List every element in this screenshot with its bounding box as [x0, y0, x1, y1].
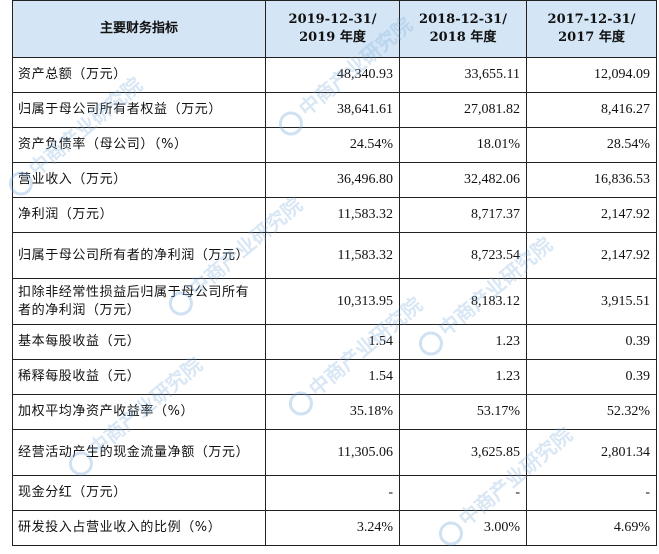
header-2019: 2019-12-31/ 2019 年度 [265, 0, 400, 58]
value-2018: 8,723.54 [399, 232, 527, 279]
value-2018: 3.00% [399, 510, 527, 546]
value-2017: 16,836.53 [526, 162, 657, 198]
value-2019: 24.54% [265, 127, 400, 163]
value-2019: 3.24% [265, 510, 400, 546]
table-row: 研发投入占营业收入的比例（%） 3.24% 3.00% 4.69% [12, 510, 657, 546]
value-2017: 2,147.92 [526, 232, 657, 279]
table-row: 净利润（万元） 11,583.32 8,717.37 2,147.92 [12, 197, 657, 233]
value-2017: 52.32% [526, 394, 657, 430]
value-2019: - [265, 475, 400, 511]
row-label: 经营活动产生的现金流量净额（万元） [12, 429, 266, 476]
value-2019: 11,583.32 [265, 197, 400, 233]
row-label: 净利润（万元） [12, 197, 266, 233]
financial-table-container: 主要财务指标 2019-12-31/ 2019 年度 2018-12-31/ 2… [12, 0, 657, 546]
value-2017: 2,801.34 [526, 429, 657, 476]
value-2019: 48,340.93 [265, 57, 400, 93]
value-2017: 0.39 [526, 324, 657, 360]
header-2018-date: 2018-12-31/ [419, 12, 507, 27]
value-2018: 8,183.12 [399, 278, 527, 325]
value-2019: 1.54 [265, 324, 400, 360]
value-2018: 18.01% [399, 127, 527, 163]
table-row: 营业收入（万元） 36,496.80 32,482.06 16,836.53 [12, 162, 657, 198]
value-2019: 35.18% [265, 394, 400, 430]
table-row: 基本每股收益（元） 1.54 1.23 0.39 [12, 324, 657, 360]
value-2017: 0.39 [526, 359, 657, 395]
row-label: 加权平均净资产收益率（%） [12, 394, 266, 430]
row-label: 营业收入（万元） [12, 162, 266, 198]
row-label: 资产总额（万元） [12, 57, 266, 93]
value-2017: 3,915.51 [526, 278, 657, 325]
value-2018: 1.23 [399, 359, 527, 395]
value-2017: 8,416.27 [526, 92, 657, 128]
table-header-row: 主要财务指标 2019-12-31/ 2019 年度 2018-12-31/ 2… [12, 0, 657, 58]
value-2018: - [399, 475, 527, 511]
header-2017-date: 2017-12-31/ [547, 12, 636, 27]
value-2019: 11,583.32 [265, 232, 400, 279]
table-row: 稀释每股收益（元） 1.54 1.23 0.39 [12, 359, 657, 395]
table-row: 扣除非经常性损益后归属于母公司所有者的净利润（万元） 10,313.95 8,1… [12, 278, 657, 325]
table-row: 归属于母公司所有者的净利润（万元） 11,583.32 8,723.54 2,1… [12, 232, 657, 279]
row-label: 归属于母公司所有者权益（万元） [12, 92, 266, 128]
value-2017: 4.69% [526, 510, 657, 546]
table-row: 加权平均净资产收益率（%） 35.18% 53.17% 52.32% [12, 394, 657, 430]
header-2017-year: 2017 年度 [558, 30, 625, 45]
row-label: 研发投入占营业收入的比例（%） [12, 510, 266, 546]
financial-indicators-table: 主要财务指标 2019-12-31/ 2019 年度 2018-12-31/ 2… [12, 0, 657, 546]
row-label: 扣除非经常性损益后归属于母公司所有者的净利润（万元） [12, 278, 266, 325]
header-2017: 2017-12-31/ 2017 年度 [526, 0, 657, 58]
value-2019: 36,496.80 [265, 162, 400, 198]
header-2018-year: 2018 年度 [429, 30, 497, 45]
value-2019: 38,641.61 [265, 92, 400, 128]
value-2019: 11,305.06 [265, 429, 400, 476]
value-2018: 27,081.82 [399, 92, 527, 128]
value-2019: 1.54 [265, 359, 400, 395]
value-2017: 12,094.09 [526, 57, 657, 93]
value-2017: 2,147.92 [526, 197, 657, 233]
header-2019-year: 2019 年度 [299, 30, 366, 45]
table-row: 资产负债率（母公司）（%） 24.54% 18.01% 28.54% [12, 127, 657, 163]
value-2018: 8,717.37 [399, 197, 527, 233]
header-2019-date: 2019-12-31/ [288, 12, 377, 27]
row-label: 稀释每股收益（元） [12, 359, 266, 395]
value-2018: 32,482.06 [399, 162, 527, 198]
row-label: 资产负债率（母公司）（%） [12, 127, 266, 163]
header-2018: 2018-12-31/ 2018 年度 [399, 0, 527, 58]
table-row: 现金分红（万元） - - - [12, 475, 657, 511]
table-row: 资产总额（万元） 48,340.93 33,655.11 12,094.09 [12, 57, 657, 93]
value-2018: 1.23 [399, 324, 527, 360]
row-label: 基本每股收益（元） [12, 324, 266, 360]
table-row: 归属于母公司所有者权益（万元） 38,641.61 27,081.82 8,41… [12, 92, 657, 128]
value-2018: 53.17% [399, 394, 527, 430]
table-row: 经营活动产生的现金流量净额（万元） 11,305.06 3,625.85 2,8… [12, 429, 657, 476]
value-2019: 10,313.95 [265, 278, 400, 325]
row-label: 归属于母公司所有者的净利润（万元） [12, 232, 266, 279]
value-2018: 3,625.85 [399, 429, 527, 476]
value-2017: - [526, 475, 657, 511]
row-label: 现金分红（万元） [12, 475, 266, 511]
value-2017: 28.54% [526, 127, 657, 163]
header-indicator: 主要财务指标 [12, 0, 266, 58]
value-2018: 33,655.11 [399, 57, 527, 93]
